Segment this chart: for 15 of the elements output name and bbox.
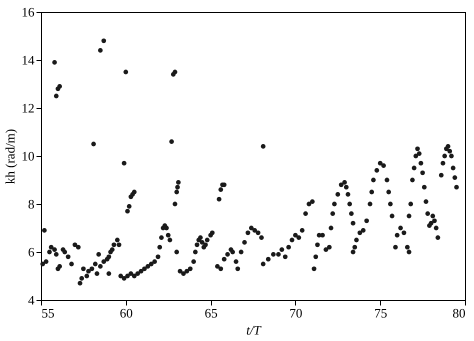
x-tick-label: 65 — [204, 306, 218, 320]
x-tick-label: 80 — [452, 306, 466, 320]
y-tick-label: 4 — [28, 292, 35, 308]
y-tick-label: 14 — [22, 52, 35, 68]
x-tick-label: 60 — [120, 306, 133, 320]
y-tick-label: 8 — [28, 196, 34, 212]
y-tick-label: 6 — [28, 244, 35, 260]
y-tick-label: 10 — [22, 148, 34, 164]
x-tick-label: 70 — [289, 306, 302, 320]
x-axis-title: t/T — [246, 322, 262, 338]
y-axis-title: kh (rad/m) — [2, 128, 18, 184]
x-tick-label: 55 — [42, 306, 54, 320]
y-tick-label: 12 — [22, 100, 34, 116]
x-tick-label: 75 — [374, 306, 388, 320]
y-tick-label: 16 — [22, 4, 35, 20]
